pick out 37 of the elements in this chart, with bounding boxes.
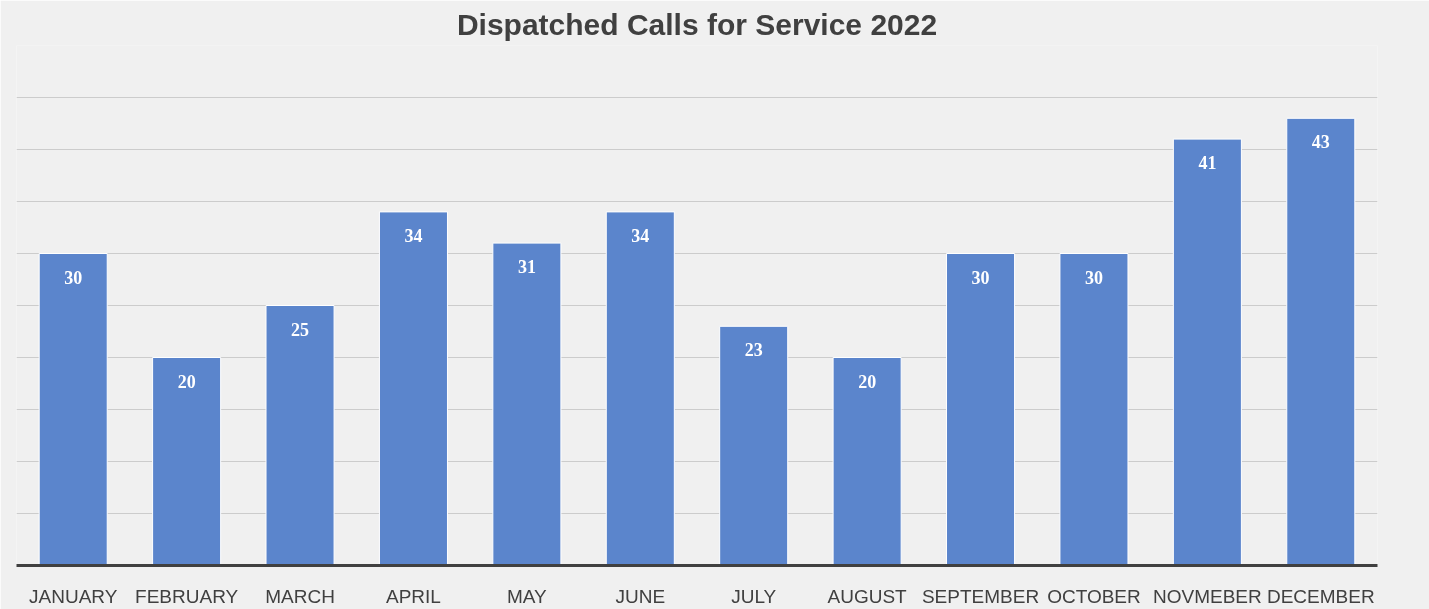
bar	[152, 357, 222, 566]
data-label: 34	[631, 225, 650, 246]
x-tick-label: JANUARY	[29, 585, 118, 607]
data-label: 34	[404, 225, 423, 246]
bar	[265, 305, 335, 566]
data-label: 41	[1198, 153, 1217, 174]
data-label: 23	[744, 340, 763, 361]
x-tick-label: OCTOBER	[1047, 585, 1141, 607]
chart-title: Dispatched Calls for Service 2022	[456, 7, 938, 41]
data-label: 30	[1084, 267, 1103, 288]
bar	[1286, 117, 1356, 566]
data-label: 20	[177, 371, 196, 392]
bar	[946, 253, 1016, 566]
data-label: 43	[1311, 132, 1330, 153]
data-label: 25	[291, 319, 310, 340]
x-tick-label: DECEMBER	[1266, 585, 1375, 607]
bar	[719, 325, 789, 566]
data-label: 30	[971, 267, 990, 288]
bar	[38, 253, 108, 566]
x-tick-label: MARCH	[265, 585, 335, 607]
bar	[832, 357, 902, 566]
bar	[1059, 253, 1129, 566]
data-label: 31	[517, 257, 536, 278]
data-label: 20	[858, 371, 877, 392]
bar	[605, 211, 675, 566]
bar	[378, 211, 448, 566]
x-tick-label: JULY	[731, 585, 777, 607]
data-label: 30	[64, 267, 83, 288]
x-tick-label: AUGUST	[827, 585, 908, 607]
x-tick-label: SEPTEMBER	[921, 585, 1040, 607]
x-tick-label: JUNE	[615, 585, 666, 607]
x-tick-label: NOVMEBER	[1153, 585, 1262, 607]
bar	[492, 242, 562, 566]
bar	[1172, 138, 1242, 566]
x-tick-label: FEBRUARY	[135, 585, 239, 607]
x-tick-label: MAY	[506, 585, 548, 607]
x-tick-label: APRIL	[386, 585, 441, 607]
